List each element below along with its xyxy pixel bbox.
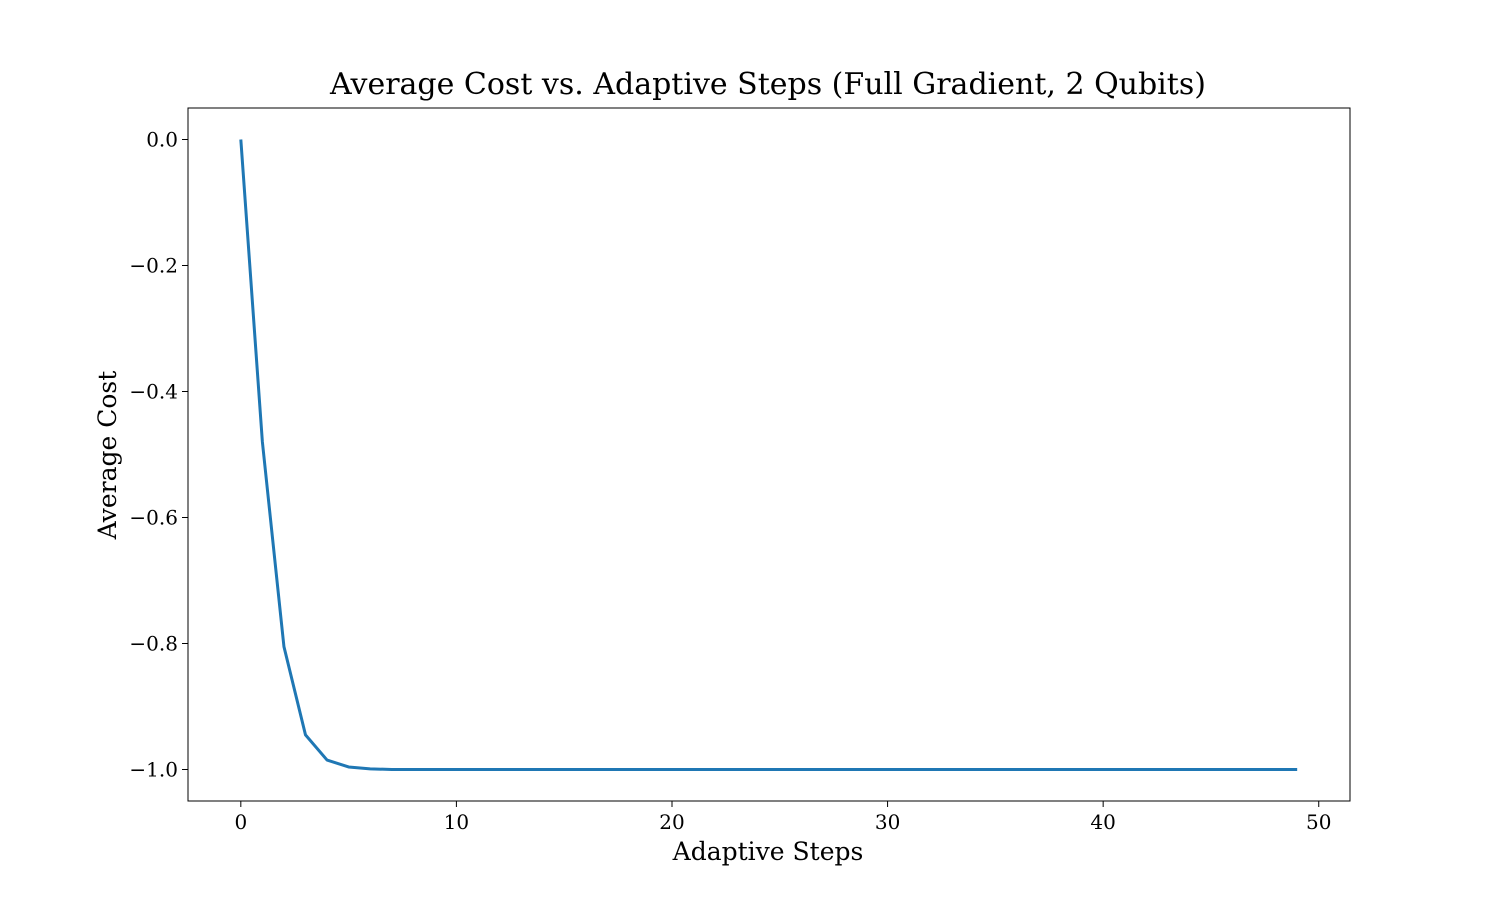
y-tick-label: 0.0 (146, 128, 178, 152)
y-tick-label: −0.6 (129, 506, 178, 530)
x-tick-label: 0 (234, 810, 247, 834)
y-axis-label: Average Cost (93, 371, 122, 541)
x-axis-ticks: 0 10 20 30 40 50 (234, 801, 1331, 834)
x-tick-label: 30 (875, 810, 900, 834)
series-line-average-cost (239, 139, 1298, 771)
y-tick-label: −1.0 (129, 758, 178, 782)
plot-area-frame (187, 107, 1351, 802)
y-axis-ticks: 0.0 −0.2 −0.4 −0.6 −0.8 −1.0 (129, 128, 188, 782)
x-tick-label: 20 (659, 810, 684, 834)
x-tick-label: 10 (444, 810, 469, 834)
x-tick-label: 40 (1090, 810, 1115, 834)
x-axis-label: Adaptive Steps (672, 837, 864, 866)
chart-title: Average Cost vs. Adaptive Steps (Full Gr… (329, 67, 1206, 102)
y-tick-label: −0.2 (129, 254, 178, 278)
x-tick-label: 50 (1306, 810, 1331, 834)
y-tick-label: −0.4 (129, 380, 178, 404)
y-tick-label: −0.8 (129, 632, 178, 656)
